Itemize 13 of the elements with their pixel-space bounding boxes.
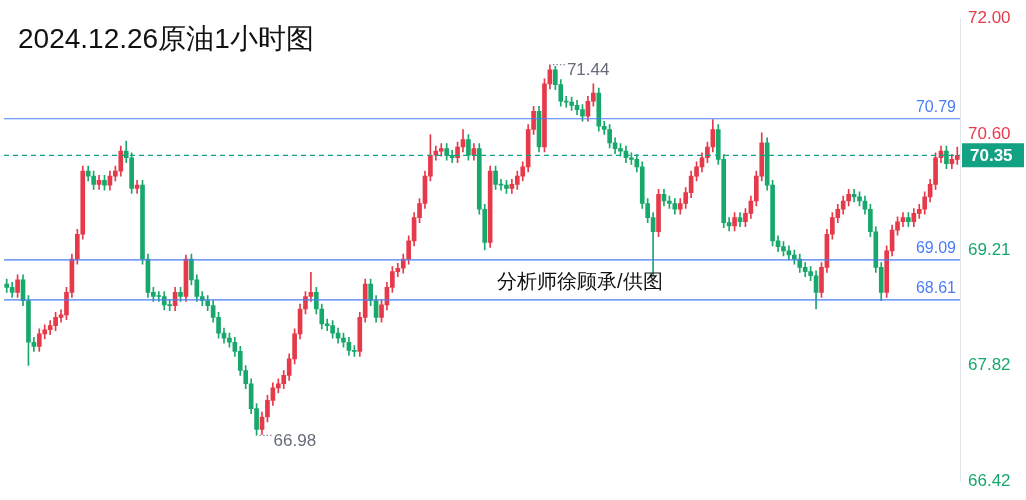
ref-line-label: 70.79 bbox=[915, 98, 957, 116]
ref-line-label: 69.09 bbox=[915, 239, 957, 257]
y-tick-label: 70.60 bbox=[968, 124, 1011, 144]
y-tick-label: 66.42 bbox=[968, 471, 1011, 491]
annotation: 71.44 bbox=[566, 60, 610, 80]
ref-line-label: 68.61 bbox=[915, 279, 957, 297]
annotation: 分析师徐顾承/供图 bbox=[497, 269, 663, 292]
y-tick-label: 67.82 bbox=[968, 355, 1011, 375]
ref-line-label: 70.35 bbox=[970, 145, 1013, 165]
y-tick-label: 69.21 bbox=[968, 239, 1011, 259]
y-tick-label: 72.00 bbox=[968, 7, 1011, 27]
chart-title: 2024.12.26原油1小时图 bbox=[18, 23, 314, 54]
annotation: 66.98 bbox=[273, 430, 317, 450]
